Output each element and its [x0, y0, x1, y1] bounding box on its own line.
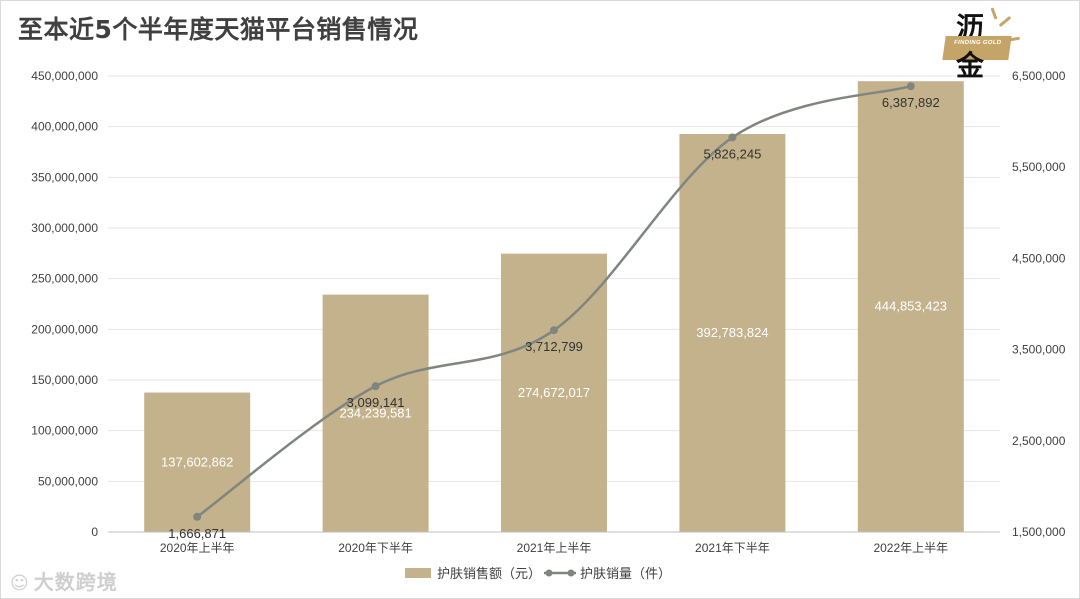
bar [857, 81, 964, 532]
logo-bottom-char: 金 [956, 49, 985, 82]
y-right-tick-label: 6,500,000 [1012, 69, 1066, 83]
x-tick-label: 2021年下半年 [695, 541, 770, 555]
y-left-tick-label: 150,000,000 [31, 373, 98, 387]
watermark-text: 大数跨境 [33, 570, 118, 594]
y-right-tick-label: 2,500,000 [1012, 434, 1066, 448]
line-value-label: 1,666,871 [168, 526, 226, 541]
y-left-tick-label: 450,000,000 [31, 69, 98, 83]
x-tick-label: 2020年下半年 [338, 541, 413, 555]
legend-bar-label: 护肤销售额（元） [437, 566, 541, 581]
y-left-tick-label: 350,000,000 [31, 170, 98, 184]
y-right-tick-label: 3,500,000 [1012, 343, 1066, 357]
y-left-tick-label: 400,000,000 [31, 120, 98, 134]
line-point [550, 326, 558, 335]
watermark: ☺ 大数跨境 [10, 566, 118, 595]
line-value-label: 3,099,141 [347, 395, 405, 410]
line-value-label: 6,387,892 [882, 95, 940, 110]
bar-value-label: 234,239,581 [339, 405, 411, 420]
y-right-tick-label: 5,500,000 [1012, 160, 1066, 174]
y-right-tick-label: 4,500,000 [1012, 251, 1066, 265]
legend-bar-swatch [405, 568, 431, 578]
legend-line-label: 护肤销量（件） [580, 566, 671, 581]
watermark-icon: ☺ [10, 573, 30, 594]
line-point [906, 82, 915, 91]
line-point [728, 133, 737, 142]
y-left-tick-label: 50,000,000 [38, 474, 98, 488]
bar-value-label: 137,602,862 [161, 454, 233, 469]
line-value-label: 5,826,245 [703, 146, 761, 161]
x-tick-label: 2021年上半年 [517, 541, 592, 555]
legend-line-marker [545, 569, 553, 577]
bar [679, 133, 786, 532]
y-left-tick-label: 250,000,000 [31, 272, 98, 286]
bar [144, 392, 251, 532]
bar [322, 294, 429, 532]
y-left-tick-label: 200,000,000 [31, 322, 98, 336]
bar-value-label: 444,853,423 [875, 299, 947, 314]
logo: 沥 FINDING GOLD 金 [942, 4, 1032, 82]
y-right-tick-label: 1,500,000 [1012, 525, 1066, 539]
bar-value-label: 392,783,824 [696, 325, 768, 340]
x-tick-label: 2020年上半年 [160, 541, 235, 555]
y-left-tick-label: 300,000,000 [31, 221, 98, 235]
chart-title: 至本近5个半年度天猫平台销售情况 [18, 15, 419, 44]
y-left-tick-label: 100,000,000 [31, 424, 98, 438]
line-value-label: 3,712,799 [525, 339, 583, 354]
line-point [371, 382, 380, 391]
line-point [193, 512, 202, 521]
legend-line-marker [567, 569, 575, 577]
bar-value-label: 274,672,017 [518, 385, 590, 400]
y-left-tick-label: 0 [91, 525, 98, 539]
x-tick-label: 2022年上半年 [873, 541, 948, 555]
